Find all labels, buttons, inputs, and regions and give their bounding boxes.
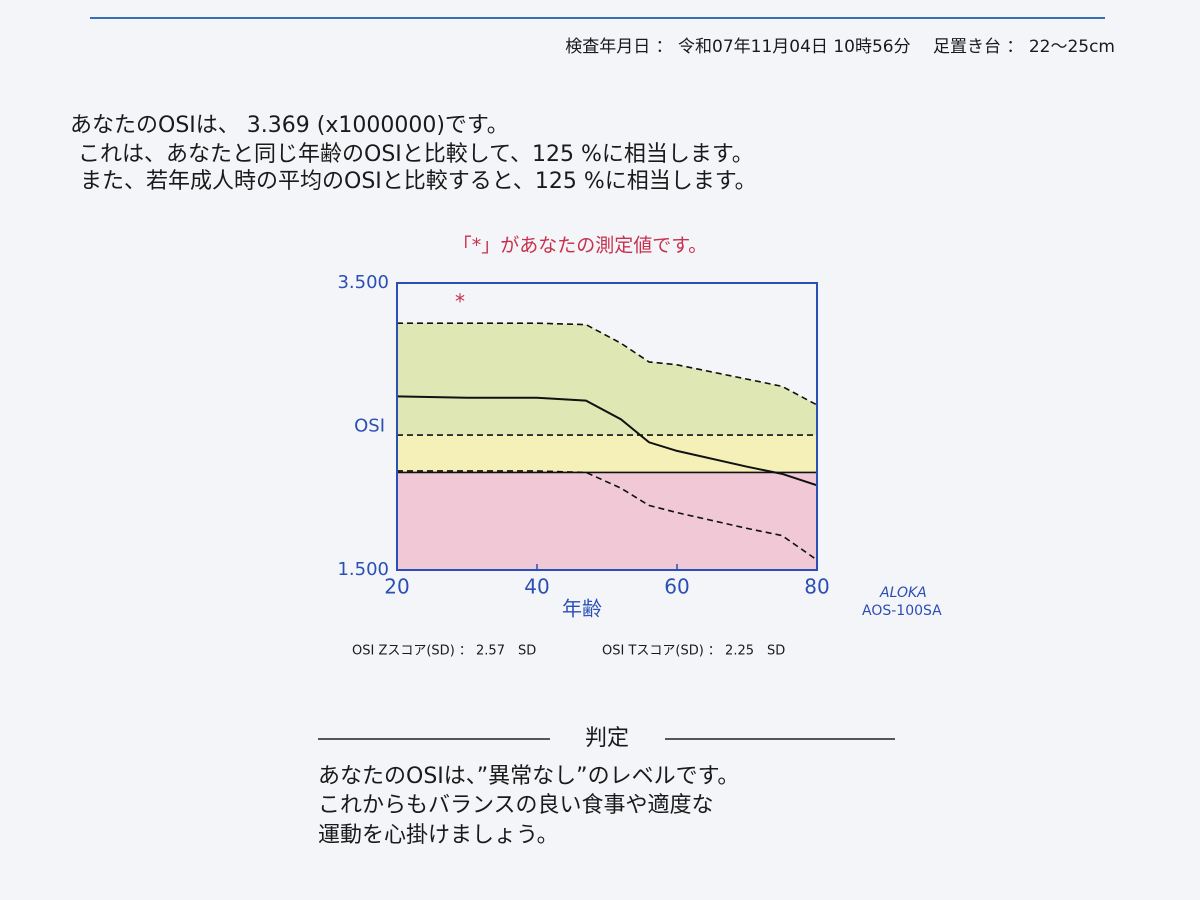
brand: AOS-100SA bbox=[862, 603, 942, 619]
score: OSI Tスコア(SD) ： 2.25 SD bbox=[602, 644, 785, 659]
x-tick-label: 60 bbox=[664, 575, 689, 599]
plot-frame bbox=[396, 282, 818, 571]
y-axis-label: OSI bbox=[354, 416, 385, 437]
series-line bbox=[397, 470, 818, 561]
result-line: また、若年成人時の平均のOSIと比較すると、125 %に相当します。 bbox=[80, 169, 757, 194]
score: OSI Zスコア(SD) ： 2.57 SD bbox=[352, 644, 536, 659]
judgment-line: 運動を心掛けましょう。 bbox=[318, 823, 559, 848]
chart-title: 「*」があなたの測定値です。 bbox=[453, 235, 708, 257]
band-upper bbox=[397, 323, 817, 436]
judgment-line: これからもバランスの良い食事や適度な bbox=[318, 793, 714, 818]
measured-point: * bbox=[455, 290, 465, 314]
result-line: これは、あなたと同じ年齢のOSIと比較して、125 %に相当します。 bbox=[78, 142, 754, 167]
band-lower bbox=[397, 472, 817, 570]
judgment-heading: 判定 bbox=[585, 726, 629, 751]
brand: ALOKA bbox=[879, 585, 927, 601]
band-middle bbox=[397, 435, 817, 473]
header: 検査年月日 ： 令和07年11月04日 10時56分 足置き台 ： 22～25c… bbox=[565, 37, 1115, 57]
result-line: あなたのOSIは、 3.369 (x1000000)です。 bbox=[70, 113, 509, 138]
x-tick-label: 40 bbox=[524, 575, 549, 599]
x-tick-label: 80 bbox=[804, 575, 829, 599]
series-line bbox=[396, 395, 818, 487]
judgment-line: あなたのOSIは、”異常なし”のレベルです。 bbox=[318, 764, 739, 789]
x-axis-label: 年齢 bbox=[562, 597, 602, 621]
chart: 20 40 60 80 1.500 3.500 OSI 年齢 * bbox=[337, 272, 829, 621]
y-tick-label: 3.500 bbox=[337, 272, 389, 293]
x-tick-label: 20 bbox=[384, 575, 409, 599]
y-tick-label: 1.500 bbox=[337, 559, 389, 580]
series-line bbox=[397, 322, 818, 406]
